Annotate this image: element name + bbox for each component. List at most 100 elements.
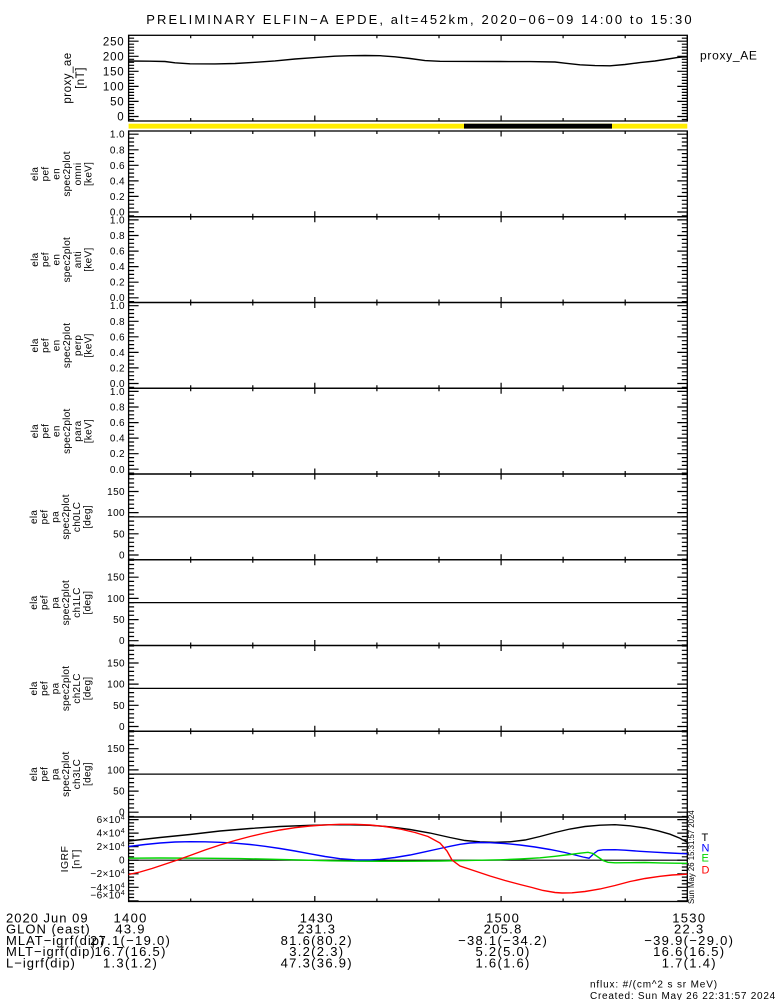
svg-text:50: 50 (113, 787, 125, 798)
svg-text:4×104: 4×104 (97, 828, 125, 840)
svg-text:spec2plot: spec2plot (61, 751, 72, 797)
svg-text:81.6(80.2): 81.6(80.2) (281, 933, 353, 948)
svg-text:3.2(2.3): 3.2(2.3) (289, 944, 344, 959)
svg-text:Sun May 26 15:31:57 2024: Sun May 26 15:31:57 2024 (687, 810, 696, 904)
svg-text:proxy_ae: proxy_ae (62, 52, 74, 103)
svg-text:en: en (51, 340, 62, 352)
svg-text:100: 100 (107, 508, 125, 519)
svg-text:0.0: 0.0 (110, 293, 125, 304)
svg-text:200: 200 (103, 52, 125, 64)
svg-text:0.6: 0.6 (110, 161, 125, 172)
svg-text:[deg]: [deg] (83, 591, 94, 615)
svg-text:[keV]: [keV] (84, 333, 95, 357)
svg-text:[keV]: [keV] (84, 419, 95, 443)
svg-text:1.0: 1.0 (110, 215, 125, 226)
svg-text:pa: pa (50, 597, 61, 609)
svg-text:231.3: 231.3 (297, 922, 336, 937)
svg-text:0: 0 (119, 856, 125, 867)
svg-text:T: T (702, 832, 709, 844)
svg-text:pef: pef (41, 424, 52, 439)
svg-text:1500: 1500 (486, 910, 520, 925)
svg-text:D: D (702, 865, 710, 877)
svg-text:pa: pa (50, 511, 61, 523)
svg-text:0: 0 (117, 112, 124, 124)
svg-text:1.6(1.6): 1.6(1.6) (475, 956, 530, 971)
svg-text:0: 0 (119, 808, 125, 819)
svg-text:50: 50 (110, 97, 124, 109)
svg-text:pa: pa (50, 768, 61, 780)
svg-text:[nT]: [nT] (71, 849, 83, 869)
svg-text:100: 100 (107, 765, 125, 776)
svg-text:−38.1(−34.2): −38.1(−34.2) (458, 933, 548, 948)
svg-text:proxy_AE: proxy_AE (700, 49, 758, 63)
svg-text:0.4: 0.4 (110, 176, 125, 187)
svg-text:E: E (702, 853, 709, 865)
svg-text:150: 150 (103, 67, 125, 79)
svg-text:0.4: 0.4 (110, 434, 125, 445)
svg-text:50: 50 (113, 615, 125, 626)
svg-text:1.7(1.4): 1.7(1.4) (662, 956, 717, 971)
svg-text:en: en (51, 425, 62, 437)
svg-text:−4×104: −4×104 (90, 882, 125, 894)
svg-text:205.8: 205.8 (484, 922, 523, 937)
svg-text:ela: ela (29, 767, 40, 781)
svg-text:Created: Sun May 26 22:31:57 2: Created: Sun May 26 22:31:57 2024 (590, 991, 775, 1000)
svg-text:50: 50 (113, 529, 125, 540)
svg-text:0.8: 0.8 (110, 403, 125, 414)
svg-text:0.2: 0.2 (110, 192, 125, 203)
svg-text:pef: pef (40, 595, 51, 610)
svg-text:spec2plot: spec2plot (62, 151, 73, 197)
svg-text:[deg]: [deg] (83, 505, 94, 529)
svg-text:100: 100 (107, 680, 125, 691)
svg-text:150: 150 (107, 573, 125, 584)
svg-text:0.6: 0.6 (110, 247, 125, 258)
svg-text:0.6: 0.6 (110, 418, 125, 429)
svg-text:0: 0 (119, 551, 125, 562)
svg-text:1430: 1430 (300, 910, 334, 925)
svg-text:en: en (51, 254, 62, 266)
svg-text:L−igrf(dip): L−igrf(dip) (6, 956, 76, 971)
svg-text:pef: pef (41, 338, 52, 353)
svg-text:27.1(−19.0): 27.1(−19.0) (90, 933, 171, 948)
svg-text:22.3: 22.3 (674, 922, 705, 937)
svg-text:0: 0 (119, 636, 125, 647)
svg-text:perp: perp (73, 335, 84, 356)
svg-text:0.2: 0.2 (110, 278, 125, 289)
svg-text:spec2plot: spec2plot (62, 323, 73, 369)
svg-text:[keV]: [keV] (84, 162, 95, 186)
svg-text:0.2: 0.2 (110, 363, 125, 374)
svg-text:ch0LC: ch0LC (72, 502, 83, 532)
svg-text:−2×104: −2×104 (90, 869, 125, 881)
svg-text:2×104: 2×104 (97, 842, 125, 854)
svg-text:2020 Jun 09: 2020 Jun 09 (6, 910, 89, 925)
svg-text:pef: pef (40, 681, 51, 696)
svg-text:para: para (73, 420, 84, 441)
svg-text:150: 150 (107, 487, 125, 498)
svg-text:ela: ela (30, 338, 41, 352)
svg-text:[deg]: [deg] (83, 677, 94, 701)
svg-text:0.0: 0.0 (110, 465, 125, 476)
svg-text:0.2: 0.2 (110, 449, 125, 460)
svg-text:spec2plot: spec2plot (61, 580, 72, 626)
svg-text:0.6: 0.6 (110, 332, 125, 343)
svg-text:ela: ela (30, 424, 41, 438)
svg-text:1.0: 1.0 (110, 130, 125, 141)
svg-text:ela: ela (29, 595, 40, 609)
svg-text:en: en (51, 168, 62, 180)
svg-text:43.9: 43.9 (115, 922, 146, 937)
svg-text:pef: pef (40, 509, 51, 524)
svg-text:1.3(1.2): 1.3(1.2) (103, 956, 158, 971)
svg-text:[nT]: [nT] (75, 67, 87, 89)
svg-text:150: 150 (107, 744, 125, 755)
svg-text:nflux: #/(cm^2 s sr MeV): nflux: #/(cm^2 s sr MeV) (590, 980, 718, 991)
svg-text:150: 150 (107, 659, 125, 670)
svg-text:0.8: 0.8 (110, 317, 125, 328)
svg-text:0.0: 0.0 (110, 379, 125, 390)
svg-text:100: 100 (103, 82, 125, 94)
svg-text:50: 50 (113, 701, 125, 712)
svg-text:47.3(36.9): 47.3(36.9) (281, 956, 353, 971)
svg-text:16.7(16.5): 16.7(16.5) (94, 944, 166, 959)
svg-text:ch3LC: ch3LC (72, 759, 83, 789)
svg-text:1.0: 1.0 (110, 387, 125, 398)
svg-text:1.0: 1.0 (110, 301, 125, 312)
